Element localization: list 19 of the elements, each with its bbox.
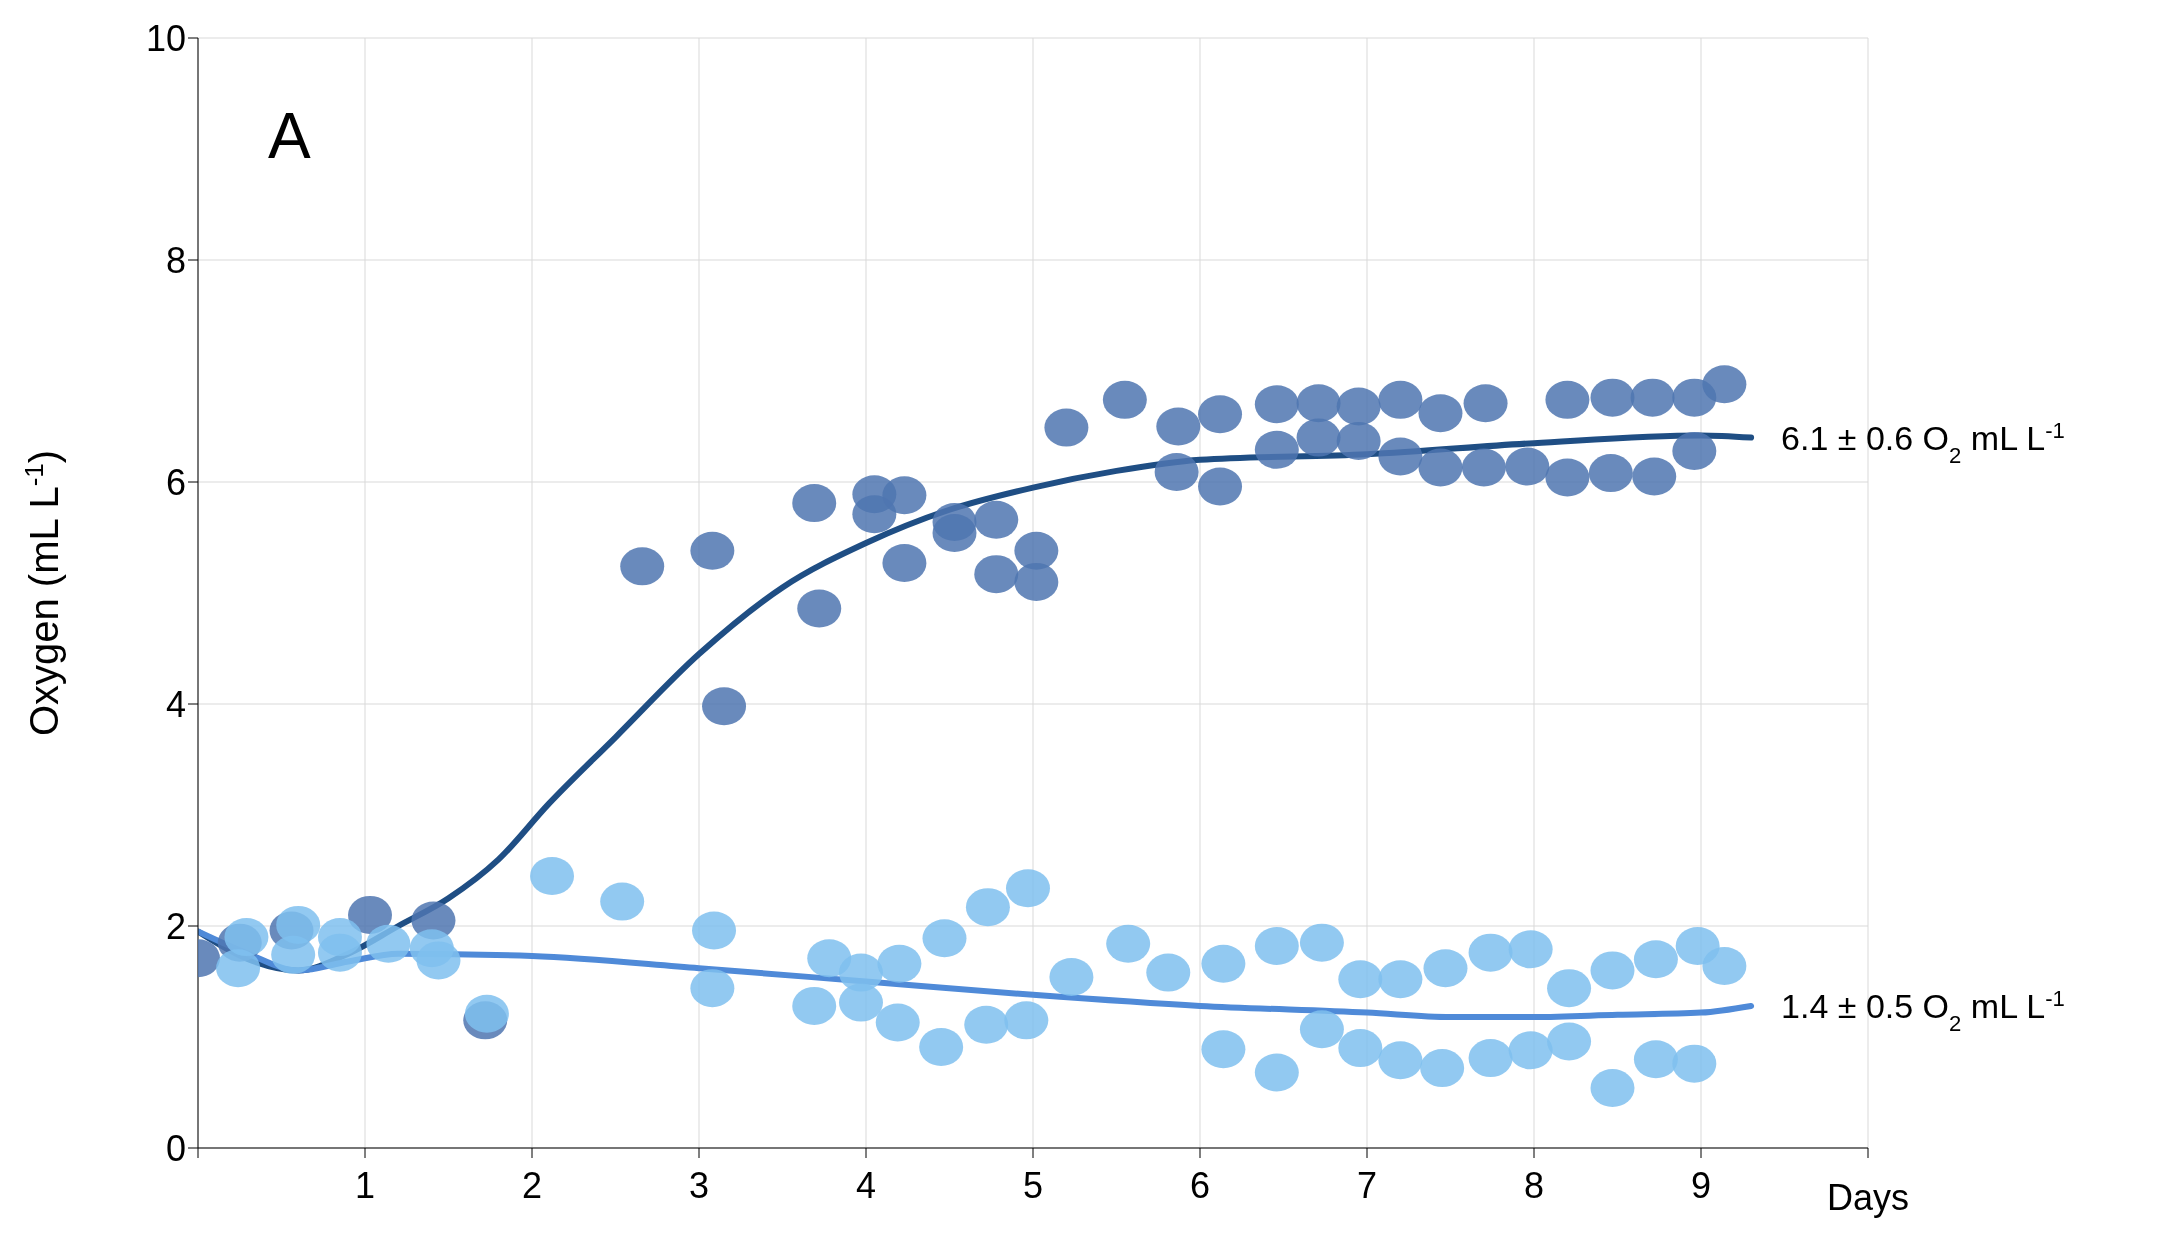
y-tick-label: 6 xyxy=(165,461,186,503)
annotation: 1.4 ± 0.5 O$_{2}$ mL L$^{-1}$ xyxy=(1781,985,2065,1036)
x-tick-label: 2 xyxy=(521,1164,543,1206)
x-axis-title: Days xyxy=(1826,1177,1910,1218)
x-tick-label: 4 xyxy=(855,1164,877,1206)
x-tick-label: 5 xyxy=(1022,1164,1044,1206)
x-tick-label: 8 xyxy=(1523,1164,1545,1206)
y-tick-label: 4 xyxy=(165,683,186,725)
x-tick-label: 1 xyxy=(354,1164,376,1206)
annotation: 6.1 ± 0.6 O$_{2}$ mL L$^{-1}$ xyxy=(1781,417,2065,468)
y-tick-label: 10 xyxy=(145,17,186,59)
x-tick-label: 9 xyxy=(1690,1164,1712,1206)
x-tick-label: 7 xyxy=(1356,1164,1378,1206)
x-tick-label: 6 xyxy=(1189,1164,1211,1206)
x-tick-label: 3 xyxy=(688,1164,710,1206)
y-tick-label: 8 xyxy=(165,239,186,281)
y-tick-label: 2 xyxy=(165,905,186,947)
y-tick-label: 0 xyxy=(165,1127,186,1169)
annotation: A xyxy=(268,100,311,172)
